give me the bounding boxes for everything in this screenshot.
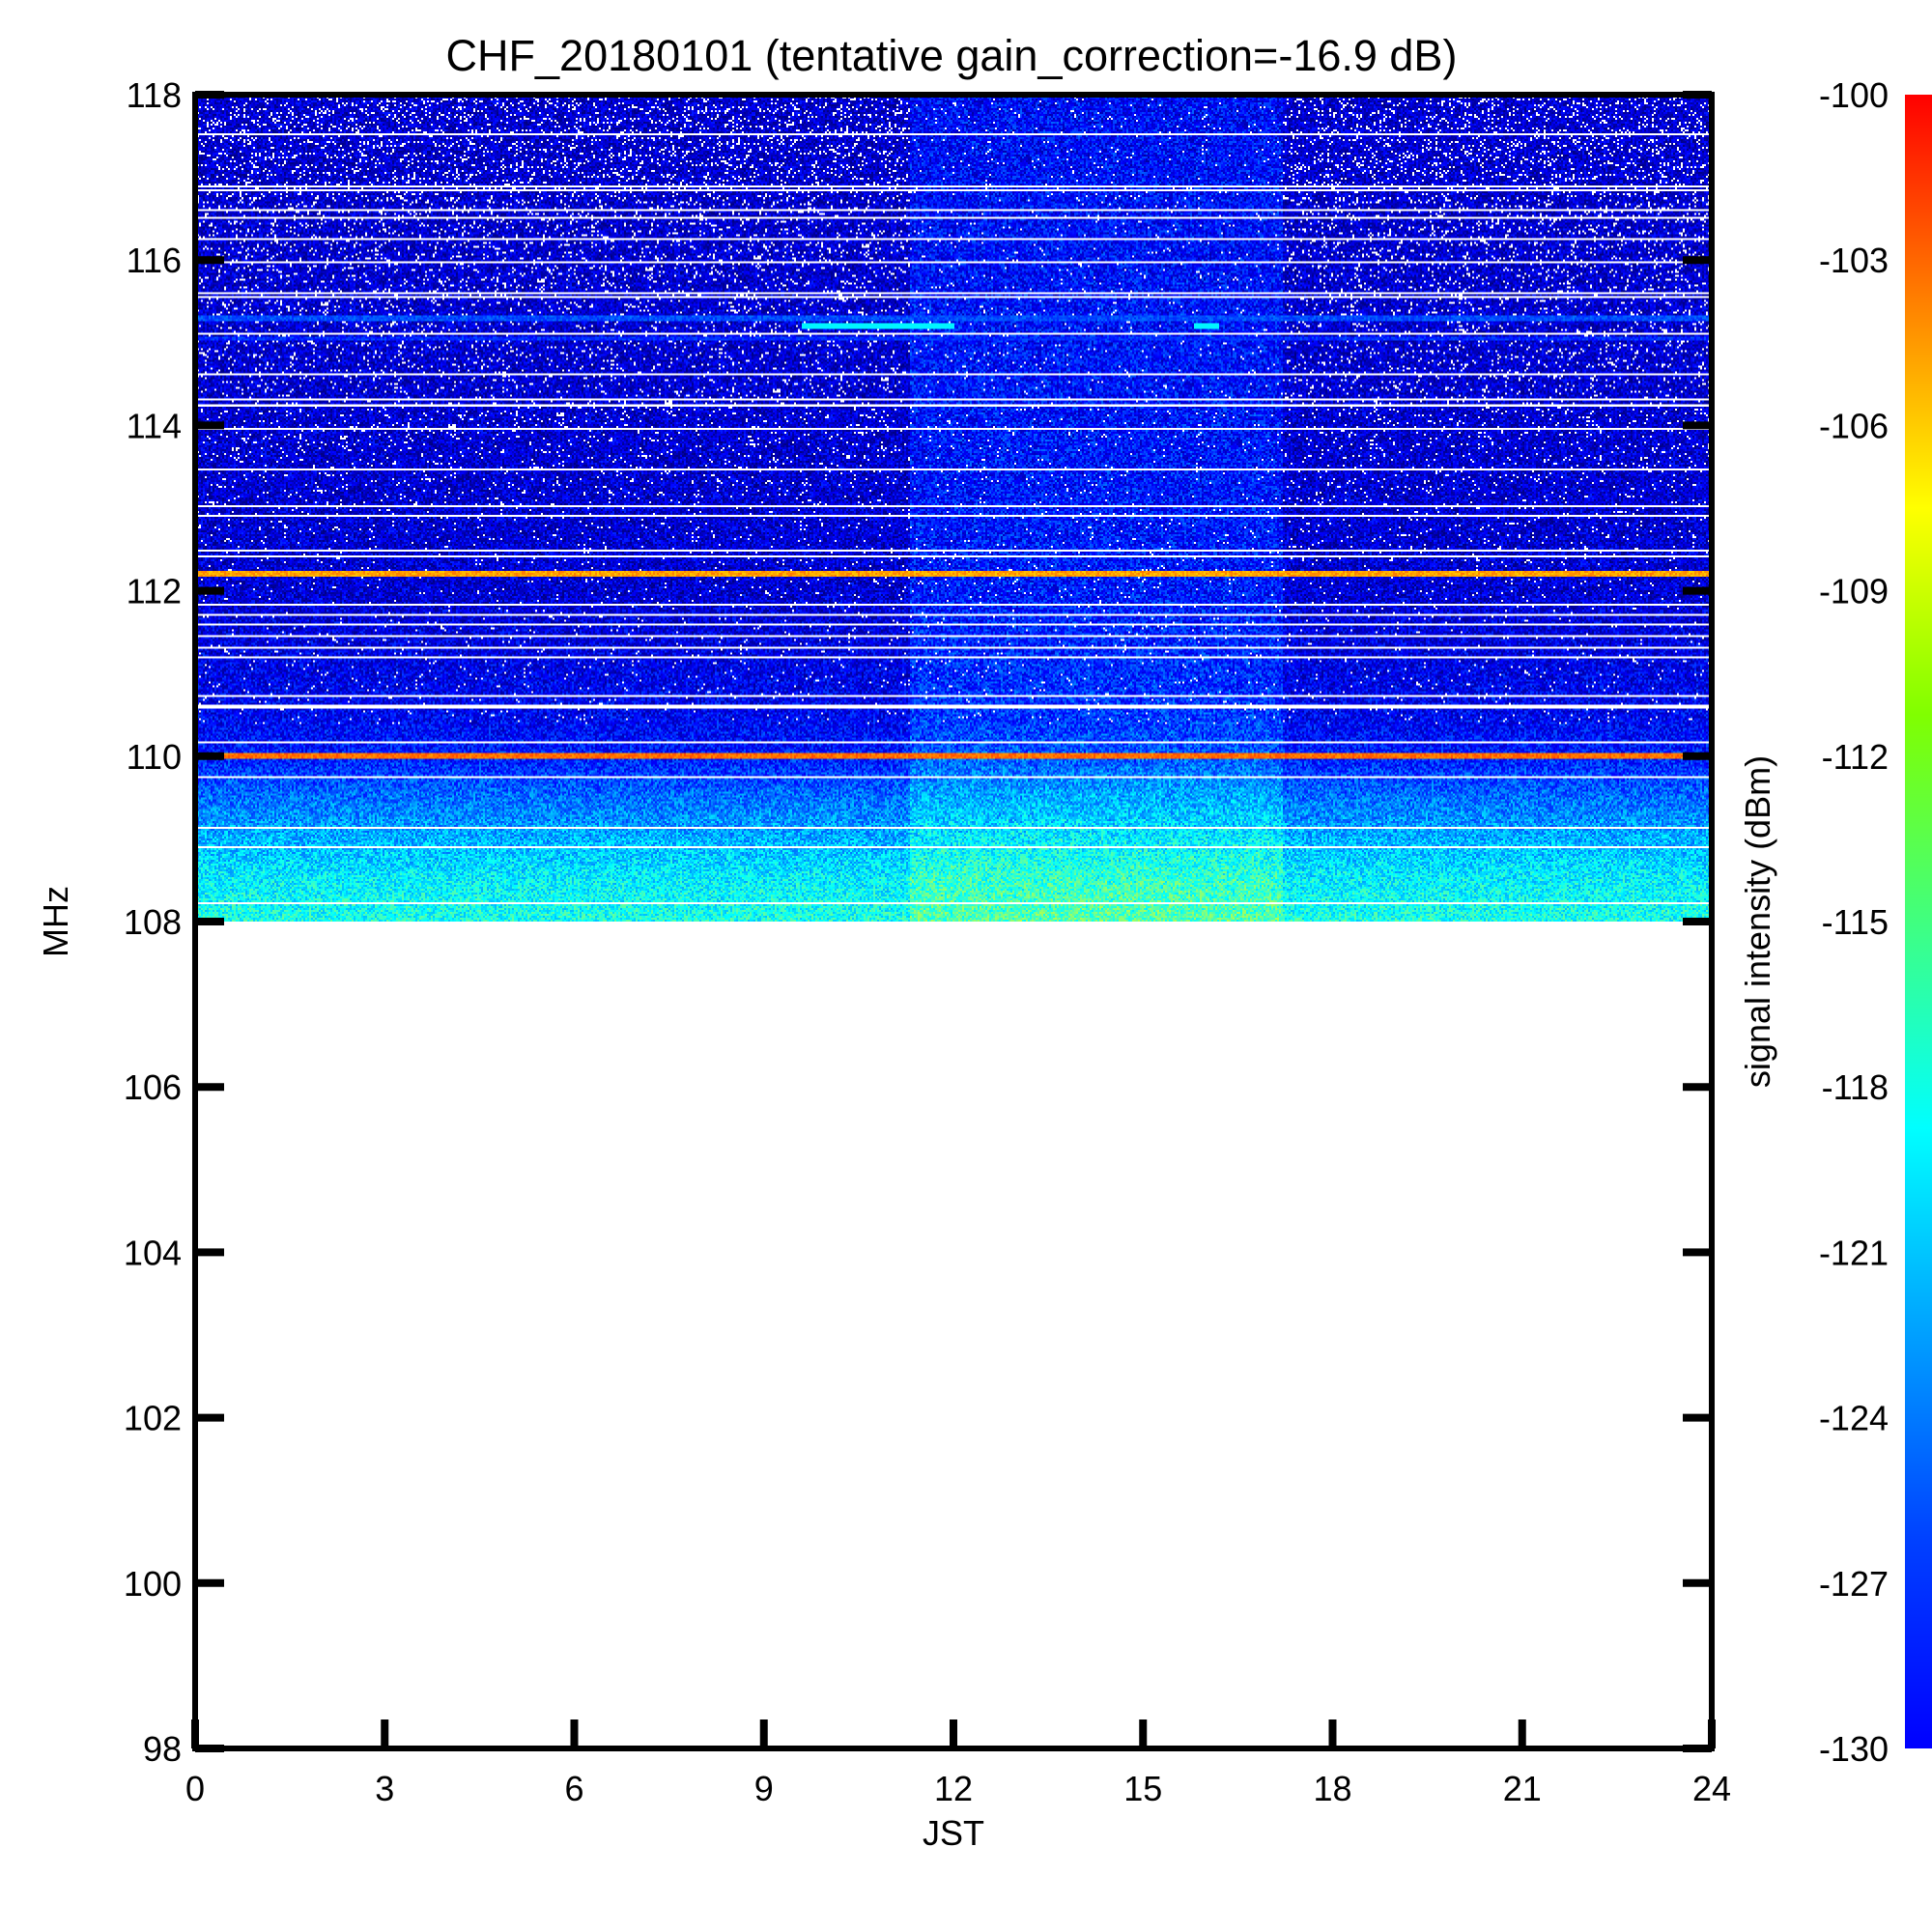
x-axis-label: JST [923, 1813, 984, 1853]
y-axis-label: MHz [36, 886, 75, 957]
colorbar-tick-label: -109 [1819, 572, 1889, 611]
colorbar-tick-labels: -100 -103 -106 -109 -112 -115 -118 -121 -124 -127… [1819, 75, 1889, 1769]
y-tick-label: 116 [127, 241, 182, 280]
chart-title: CHF_20180101 (tentative gain_correction=… [446, 31, 1458, 80]
colorbar-tick-label: -121 [1819, 1233, 1889, 1272]
y-tick-label: 102 [124, 1399, 182, 1438]
colorbar-tick-label: -115 [1822, 902, 1889, 942]
x-axis-ticks: 0 3 6 9 12 15 18 21 24 [185, 1719, 1731, 1808]
y-tick-label: 110 [127, 737, 182, 777]
y-tick-label: 104 [124, 1233, 182, 1272]
colorbar-tick-label: -112 [1822, 737, 1889, 777]
x-tick-label: 3 [375, 1769, 394, 1808]
y-tick-label: 98 [143, 1729, 182, 1769]
y-tick-label: 112 [127, 572, 182, 611]
x-tick-label: 9 [754, 1769, 774, 1808]
colorbar-tick-label: -127 [1819, 1564, 1889, 1604]
y-axis-ticks: 98 100 102 104 106 108 110 112 114 116 118 [124, 75, 1712, 1769]
x-tick-label: 12 [934, 1769, 973, 1808]
colorbar-tick-label: -118 [1822, 1067, 1889, 1107]
y-tick-label: 114 [127, 406, 182, 445]
colorbar: -100 -103 -106 -109 -112 -115 -118 -121 -124 -127… [1738, 75, 1932, 1769]
y-tick-label: 118 [127, 75, 182, 115]
colorbar-label: signal intensity (dBm) [1738, 755, 1777, 1088]
y-tick-label: 108 [124, 902, 182, 942]
x-tick-label: 21 [1503, 1769, 1542, 1808]
x-tick-label: 24 [1692, 1769, 1731, 1808]
colorbar-tick-label: -106 [1819, 406, 1889, 445]
x-tick-label: 6 [564, 1769, 583, 1808]
heatmap-image [195, 95, 1712, 922]
colorbar-gradient [1905, 95, 1932, 1748]
x-tick-label: 0 [185, 1769, 205, 1808]
y-tick-label: 106 [124, 1067, 182, 1107]
colorbar-tick-label: -103 [1819, 241, 1889, 280]
x-tick-label: 15 [1123, 1769, 1162, 1808]
colorbar-tick-label: -130 [1819, 1729, 1889, 1769]
colorbar-tick-label: -100 [1819, 75, 1889, 115]
colorbar-tick-label: -124 [1819, 1399, 1889, 1438]
spectrogram-heatmap [195, 95, 1712, 922]
x-tick-label: 18 [1313, 1769, 1351, 1808]
y-tick-label: 100 [124, 1564, 182, 1604]
